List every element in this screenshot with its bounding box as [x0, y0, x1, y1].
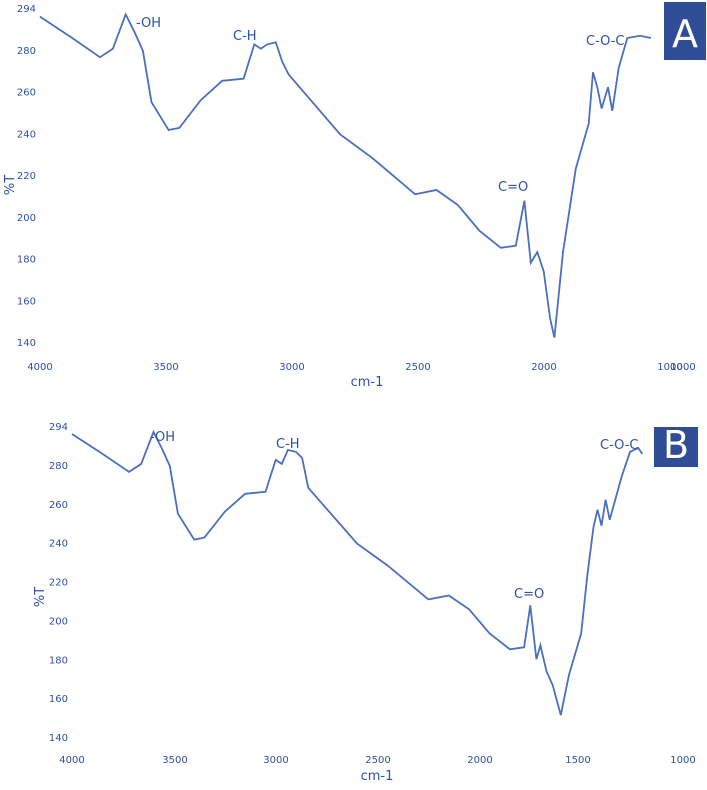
- x-tick-label: 1000: [657, 362, 682, 373]
- annotation-ch: C-H: [233, 29, 257, 44]
- x-tick-label: 1000: [670, 362, 695, 373]
- y-tick-label: 160: [17, 296, 36, 307]
- x-tick-label: 4000: [27, 362, 52, 373]
- y-tick-label: 140: [17, 338, 36, 349]
- x-tick-label: 1000: [670, 755, 695, 766]
- y-tick-label: 200: [17, 213, 36, 224]
- y-tick-label: 140: [49, 733, 68, 744]
- y-tick-label: 260: [17, 88, 36, 99]
- panel-label-badge: [664, 2, 706, 60]
- y-tick-label: 160: [49, 694, 68, 705]
- annotation-ch: C-H: [276, 437, 300, 452]
- y-tick-label: 240: [49, 539, 68, 550]
- y-tick-label: 220: [49, 578, 68, 589]
- y-axis-label: %T: [3, 175, 18, 195]
- ftir-chart-b: 294 280 260 240 220 200 180 160 140 4000 3500 3000…: [0, 393, 707, 786]
- ftir-chart-a-svg: 294 280 260 240 220 200 180 160 140 4000 3500 3000…: [3, 2, 706, 390]
- annotation-coc: C-O-C: [600, 438, 639, 453]
- x-tick-label: 3500: [162, 755, 187, 766]
- x-tick-label: 2500: [365, 755, 390, 766]
- y-tick-label: 280: [49, 461, 68, 472]
- y-tick-label: 180: [17, 255, 36, 266]
- y-axis-label: %T: [33, 587, 48, 607]
- y-tick-label: 180: [49, 655, 68, 666]
- y-tick-label: 294: [17, 4, 36, 15]
- panel-label: B: [663, 423, 689, 467]
- y-tick-label: 260: [49, 500, 68, 511]
- panel-label: A: [672, 12, 698, 56]
- x-axis-label: cm-1: [351, 375, 384, 390]
- y-tick-label: 280: [17, 46, 36, 57]
- y-tick-label: 200: [49, 616, 68, 627]
- x-tick-label: 2500: [405, 362, 430, 373]
- x-tick-label: 1500: [565, 755, 590, 766]
- x-tick-label: 3000: [263, 755, 288, 766]
- annotation-coc: C-O-C: [586, 34, 625, 49]
- x-tick-label: 3000: [279, 362, 304, 373]
- annotation-co: C=O: [514, 587, 544, 602]
- ftir-chart-b-svg: 294 280 260 240 220 200 180 160 140 4000 3500 3000…: [33, 422, 698, 784]
- panel-label-badge: [654, 427, 698, 467]
- x-tick-label: 3500: [153, 362, 178, 373]
- ftir-chart-a: 294 280 260 240 220 200 180 160 140 4000 3500 3000…: [0, 0, 707, 393]
- y-tick-label: 240: [17, 129, 36, 140]
- annotation-oh: -OH: [150, 430, 175, 445]
- annotation-co: C=O: [498, 180, 528, 195]
- x-tick-label: 2000: [467, 755, 492, 766]
- spectrum-line-b: [71, 429, 644, 716]
- x-tick-label: 4000: [59, 755, 84, 766]
- x-axis-label: cm-1: [361, 769, 394, 784]
- spectrum-line-a: [39, 12, 652, 338]
- x-tick-label: 2000: [531, 362, 556, 373]
- y-tick-label: 220: [17, 171, 36, 182]
- annotation-oh: -OH: [136, 16, 161, 31]
- y-tick-label: 294: [49, 422, 68, 433]
